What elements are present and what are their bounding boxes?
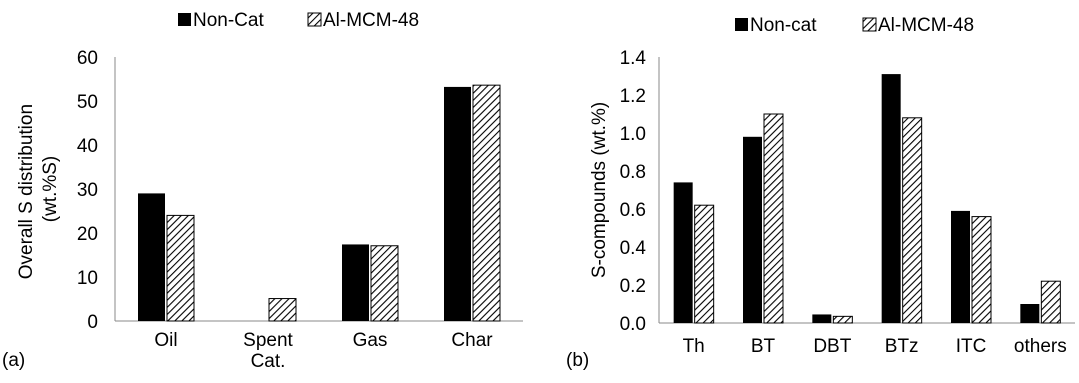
chart-a-panel-label: (a) bbox=[2, 350, 25, 371]
chart-b: 0.0 0.2 0.4 0.6 0.8 1.0 1.2 1.4 Th BT DBT BTz ITC ot… bbox=[566, 15, 1075, 371]
chart-b-x-tick-label: BTz bbox=[885, 336, 919, 357]
chart-b-bar-almcm48 bbox=[1040, 280, 1061, 324]
chart-a-y-tick-label: 10 bbox=[77, 268, 98, 289]
chart-b-bar-noncat bbox=[1020, 304, 1040, 323]
chart-a-x-tick-label: Oil bbox=[154, 330, 177, 351]
chart-a-x-tick-label-part: Cat. bbox=[251, 351, 286, 372]
chart-b-legend-swatch-noncat bbox=[735, 18, 748, 31]
chart-a-bar-almcm48 bbox=[370, 245, 399, 322]
chart-a-y-axis-label-line2: (wt.%S) bbox=[40, 156, 61, 223]
chart-b-bar-noncat bbox=[951, 210, 970, 323]
chart-a-y-axis-label: Overall S distribution (wt.%S) bbox=[16, 99, 61, 280]
chart-a-y-tick-label: 30 bbox=[77, 180, 98, 201]
chart-a-x-tick-label: Gas bbox=[353, 330, 388, 351]
chart-b-y-tick-label: 0.2 bbox=[620, 276, 646, 297]
chart-b-panel-label: (b) bbox=[566, 350, 589, 371]
chart-a-y-tick-label: 20 bbox=[77, 224, 98, 245]
chart-a-bar-noncat bbox=[444, 86, 471, 321]
chart-a-x-tick-label: Spent Cat. bbox=[243, 330, 293, 372]
chart-b-y-tick-label: 1.4 bbox=[620, 48, 647, 69]
chart-a-legend-label-noncat: Non-Cat bbox=[193, 10, 264, 31]
chart-b-bar-almcm48 bbox=[832, 315, 853, 324]
chart-a-y-tick-label: 40 bbox=[77, 136, 98, 157]
chart-b-bar-almcm48 bbox=[763, 113, 784, 324]
chart-b-bar-noncat bbox=[743, 136, 762, 323]
chart-b-x-tick-label: Th bbox=[683, 336, 705, 357]
chart-a-legend-label-almcm: Al-MCM-48 bbox=[323, 10, 419, 31]
chart-b-y-tick-label: 0.0 bbox=[620, 314, 646, 335]
chart-b-y-axis-label: S-compounds (wt.%) bbox=[589, 102, 610, 278]
chart-a-legend-swatch-almcm bbox=[307, 12, 322, 27]
chart-b-legend-label-noncat: Non-cat bbox=[750, 15, 817, 36]
chart-b-bar-almcm48 bbox=[971, 216, 992, 324]
chart-b-bar-noncat bbox=[812, 314, 832, 323]
chart-a-y-axis-label-line1: Overall S distribution bbox=[16, 104, 37, 279]
chart-b-legend-swatch-almcm bbox=[862, 17, 877, 32]
chart-b-x-tick-label: others bbox=[1014, 336, 1067, 357]
chart-a-bar-noncat bbox=[342, 244, 369, 321]
chart-b-x-tick-label: DBT bbox=[813, 336, 851, 357]
chart-a-x-tick-label: Char bbox=[451, 330, 493, 351]
chart-a-y-tick-label: 0 bbox=[87, 312, 98, 333]
chart-b-bar-almcm48 bbox=[694, 204, 715, 324]
chart-b-y-tick-label: 0.8 bbox=[620, 162, 646, 183]
chart-a-bar-almcm48 bbox=[166, 214, 195, 322]
chart-b-legend: Non-cat Al-MCM-48 bbox=[735, 15, 974, 36]
chart-a-y-tick-label: 60 bbox=[77, 48, 98, 69]
chart-a-x-tick-label-part: Spent bbox=[243, 330, 293, 351]
chart-b-y-tick-label: 0.6 bbox=[620, 200, 646, 221]
chart-b-bar-almcm48 bbox=[902, 117, 923, 324]
chart-b-x-tick-label: ITC bbox=[956, 336, 987, 357]
chart-b-bar-noncat bbox=[673, 182, 693, 323]
chart-b-y-tick-label: 0.4 bbox=[620, 238, 647, 259]
chart-a-bar-almcm48 bbox=[268, 298, 297, 322]
chart-a-legend: Non-Cat Al-MCM-48 bbox=[178, 10, 419, 31]
chart-b-x-tick-label: BT bbox=[751, 336, 776, 357]
chart-a-bar-noncat bbox=[138, 193, 165, 321]
chart-a: 0 10 20 30 40 50 60 Oil Spent Cat. Gas Char Overal… bbox=[2, 10, 523, 372]
chart-a-legend-swatch-noncat bbox=[178, 13, 191, 26]
chart-a-bar-almcm48 bbox=[472, 84, 501, 322]
chart-b-y-tick-label: 1.0 bbox=[620, 124, 646, 145]
chart-b-legend-label-almcm: Al-MCM-48 bbox=[878, 15, 974, 36]
chart-b-y-tick-label: 1.2 bbox=[620, 86, 646, 107]
chart-b-bar-noncat bbox=[881, 74, 901, 323]
chart-a-y-tick-label: 50 bbox=[77, 92, 98, 113]
